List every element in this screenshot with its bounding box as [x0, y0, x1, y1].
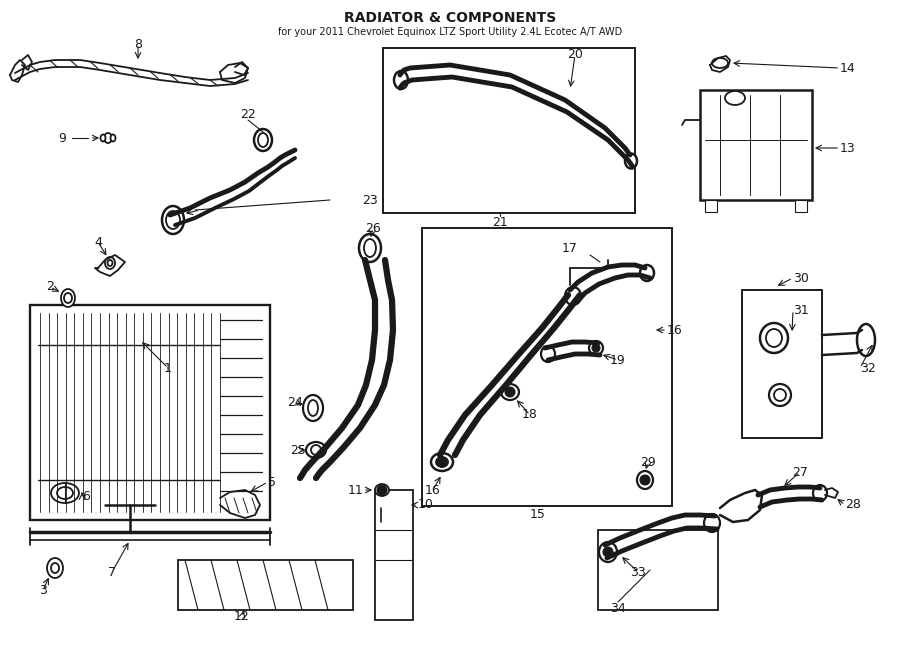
Text: 6: 6 — [82, 490, 90, 502]
Ellipse shape — [107, 260, 112, 266]
Bar — [178, 560, 353, 610]
Bar — [795, 200, 807, 212]
Ellipse shape — [104, 133, 112, 143]
Ellipse shape — [501, 384, 519, 400]
Ellipse shape — [436, 457, 448, 467]
Ellipse shape — [105, 257, 115, 269]
Ellipse shape — [625, 153, 637, 169]
Text: 3: 3 — [39, 584, 47, 596]
Text: 13: 13 — [840, 141, 856, 155]
Text: 8: 8 — [134, 38, 142, 50]
Ellipse shape — [51, 563, 59, 573]
Circle shape — [505, 387, 515, 397]
Bar — [700, 90, 812, 200]
Text: 30: 30 — [793, 272, 809, 284]
Ellipse shape — [306, 442, 326, 458]
Text: 27: 27 — [792, 465, 808, 479]
Ellipse shape — [640, 265, 654, 281]
Circle shape — [603, 547, 613, 557]
Text: 16: 16 — [667, 323, 683, 336]
Ellipse shape — [760, 323, 788, 353]
Text: for your 2011 Chevrolet Equinox LTZ Sport Utility 2.4L Ecotec A/T AWD: for your 2011 Chevrolet Equinox LTZ Spor… — [278, 27, 622, 37]
Ellipse shape — [774, 389, 786, 401]
Bar — [422, 228, 672, 506]
Bar — [30, 305, 270, 520]
Text: 22: 22 — [240, 108, 256, 122]
Ellipse shape — [111, 134, 115, 141]
Ellipse shape — [769, 384, 791, 406]
Ellipse shape — [57, 487, 73, 499]
Ellipse shape — [64, 293, 72, 303]
Circle shape — [592, 344, 600, 352]
Ellipse shape — [258, 133, 268, 147]
Text: 4: 4 — [94, 235, 102, 249]
Ellipse shape — [166, 211, 180, 229]
Text: RADIATOR & COMPONENTS: RADIATOR & COMPONENTS — [344, 11, 556, 25]
Bar — [598, 530, 718, 610]
Ellipse shape — [541, 346, 555, 362]
Text: 31: 31 — [793, 303, 809, 317]
Text: 21: 21 — [492, 215, 508, 229]
Ellipse shape — [51, 483, 79, 503]
Ellipse shape — [704, 514, 720, 532]
Text: 2: 2 — [46, 280, 54, 293]
Ellipse shape — [47, 558, 63, 578]
Ellipse shape — [394, 71, 408, 89]
Text: 24: 24 — [287, 395, 303, 408]
Ellipse shape — [311, 445, 321, 455]
Text: 1: 1 — [164, 362, 172, 375]
Text: 10: 10 — [418, 498, 434, 512]
Text: 34: 34 — [610, 602, 626, 615]
Ellipse shape — [162, 206, 184, 234]
Text: 29: 29 — [640, 455, 656, 469]
Text: 32: 32 — [860, 362, 876, 375]
Circle shape — [437, 457, 447, 467]
Text: 12: 12 — [234, 611, 250, 623]
Circle shape — [377, 485, 387, 495]
Text: 14: 14 — [840, 61, 856, 75]
Ellipse shape — [375, 484, 389, 496]
Text: 18: 18 — [522, 408, 538, 422]
Ellipse shape — [813, 485, 827, 501]
Ellipse shape — [254, 129, 272, 151]
Bar — [705, 200, 717, 212]
Ellipse shape — [712, 58, 728, 68]
Text: 19: 19 — [610, 354, 626, 366]
Text: 33: 33 — [630, 566, 646, 578]
Ellipse shape — [101, 134, 105, 141]
Ellipse shape — [589, 341, 603, 355]
Ellipse shape — [857, 324, 875, 356]
Text: 9: 9 — [58, 132, 66, 145]
Bar — [383, 48, 635, 213]
Ellipse shape — [308, 400, 318, 416]
Text: 28: 28 — [845, 498, 861, 512]
Ellipse shape — [431, 453, 453, 471]
Bar — [375, 490, 413, 620]
Ellipse shape — [766, 329, 782, 347]
Ellipse shape — [565, 287, 581, 305]
Ellipse shape — [599, 542, 617, 562]
Ellipse shape — [359, 234, 381, 262]
Ellipse shape — [637, 471, 653, 489]
Text: 16: 16 — [425, 483, 441, 496]
Text: 5: 5 — [268, 475, 276, 488]
Text: 17: 17 — [562, 241, 578, 254]
Text: 25: 25 — [290, 444, 306, 457]
Ellipse shape — [725, 91, 745, 105]
Text: 26: 26 — [365, 221, 381, 235]
Text: 23: 23 — [362, 194, 378, 206]
Bar — [742, 290, 822, 438]
Circle shape — [640, 475, 650, 485]
Text: 11: 11 — [347, 483, 363, 496]
Text: 20: 20 — [567, 48, 583, 61]
Text: 15: 15 — [530, 508, 546, 522]
Ellipse shape — [303, 395, 323, 421]
Ellipse shape — [364, 239, 376, 257]
Text: 7: 7 — [108, 566, 116, 578]
Ellipse shape — [61, 289, 75, 307]
